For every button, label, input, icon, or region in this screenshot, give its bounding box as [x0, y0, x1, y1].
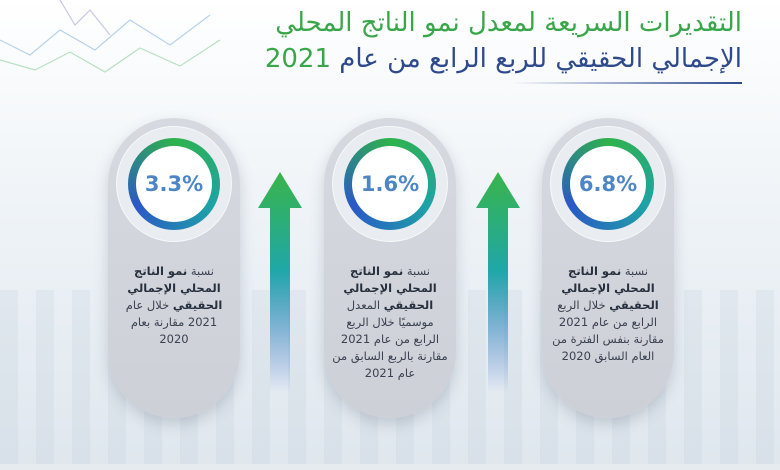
stat-card-quarterly-seasonal: 1.6% نسبة نمو الناتج المحلي الإجمالي الح… — [324, 118, 456, 418]
title-line-1: التقديرات السريعة لمعدل نمو الناتج المحل… — [275, 8, 742, 38]
page-title: التقديرات السريعة لمعدل نمو الناتج المحل… — [265, 4, 742, 76]
desc-bold: نمو الناتج المحلي الإجمالي الحقيقي — [127, 264, 223, 312]
title-line-2: الإجمالي الحقيقي للربع الرابع من عام 202… — [265, 42, 742, 76]
desc-prefix: نسبة — [403, 264, 430, 278]
desc-rest: خلال الربع الرابع من عام 2021 مقارنة بنف… — [552, 298, 664, 363]
percent-circle: 6.8% — [570, 146, 646, 222]
up-arrow-icon — [258, 172, 302, 392]
stat-description: نسبة نمو الناتج المحلي الإجمالي الحقيقي … — [332, 263, 448, 382]
chart-lines-decoration — [0, 0, 221, 73]
stat-card-annual: 3.3% نسبة نمو الناتج المحلي الإجمالي الح… — [108, 118, 240, 418]
percent-value: 1.6% — [360, 172, 420, 196]
desc-rest: خلال عام 2021 مقارنة بعام 2020 — [125, 298, 218, 346]
title-year: 2021 — [264, 44, 331, 74]
percent-value: 3.3% — [144, 172, 204, 196]
bottom-strip — [0, 464, 780, 470]
percent-circle: 3.3% — [136, 146, 212, 222]
desc-prefix: نسبة — [187, 264, 214, 278]
stat-card-quarterly-yoy: 6.8% نسبة نمو الناتج المحلي الإجمالي الح… — [542, 118, 674, 418]
desc-rest: المعدل موسميًا خلال الربع الرابع من عام … — [332, 298, 448, 380]
desc-prefix: نسبة — [621, 264, 648, 278]
percent-ring: 6.8% — [562, 138, 654, 230]
stat-description: نسبة نمو الناتج المحلي الإجمالي الحقيقي … — [550, 263, 666, 365]
stat-description: نسبة نمو الناتج المحلي الإجمالي الحقيقي … — [116, 263, 232, 348]
percent-value: 6.8% — [578, 172, 638, 196]
title-line-2-text: الإجمالي الحقيقي للربع الرابع من عام — [339, 44, 742, 74]
up-arrow-icon — [476, 172, 520, 392]
percent-ring: 3.3% — [128, 138, 220, 230]
desc-bold: نمو الناتج المحلي الإجمالي الحقيقي — [561, 264, 659, 312]
ring-frame: 6.8% — [550, 126, 666, 242]
desc-bold: نمو الناتج المحلي الإجمالي الحقيقي — [343, 264, 437, 312]
percent-circle: 1.6% — [352, 146, 428, 222]
title-underline — [512, 82, 742, 84]
percent-ring: 1.6% — [344, 138, 436, 230]
ring-frame: 3.3% — [116, 126, 232, 242]
ring-frame: 1.6% — [332, 126, 448, 242]
